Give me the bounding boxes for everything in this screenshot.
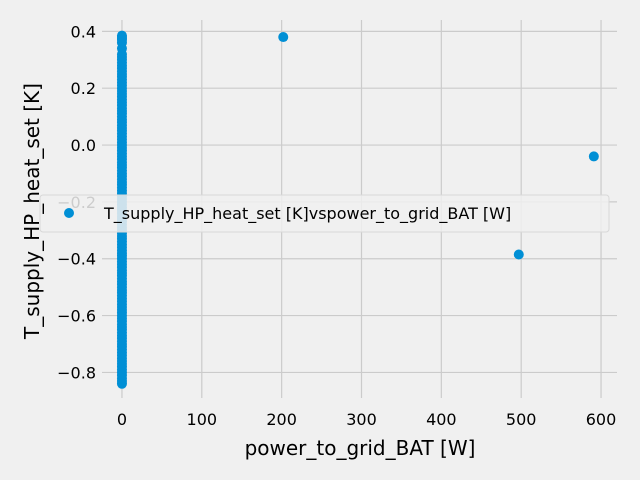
legend: T_supply_HP_heat_set [K]vspower_to_grid_… bbox=[39, 194, 610, 233]
y-tick-label: −0.8 bbox=[57, 363, 96, 382]
y-tick-label: 0.4 bbox=[71, 22, 96, 41]
y-tick-label: −0.6 bbox=[57, 307, 96, 326]
y-tick-label: −0.4 bbox=[57, 250, 96, 269]
y-tick-label: 0.0 bbox=[71, 136, 96, 155]
data-point bbox=[513, 249, 524, 260]
x-axis-title: power_to_grid_BAT [W] bbox=[245, 436, 476, 460]
y-axis-title: T_supply_HP_heat_set [K] bbox=[20, 83, 44, 340]
x-tick-label: 600 bbox=[586, 410, 617, 429]
x-tick-label: 200 bbox=[266, 410, 297, 429]
x-tick-label: 400 bbox=[426, 410, 457, 429]
data-point bbox=[116, 378, 127, 389]
y-tick-label: 0.2 bbox=[71, 79, 96, 98]
legend-box bbox=[39, 194, 610, 233]
data-point bbox=[278, 32, 289, 43]
x-tick-label: 0 bbox=[117, 410, 127, 429]
x-tick-label: 500 bbox=[506, 410, 537, 429]
x-tick-label: 300 bbox=[346, 410, 377, 429]
legend-marker bbox=[64, 208, 74, 218]
x-tick-label: 100 bbox=[187, 410, 218, 429]
legend-label: T_supply_HP_heat_set [K]vspower_to_grid_… bbox=[103, 204, 511, 224]
data-point bbox=[588, 151, 599, 162]
